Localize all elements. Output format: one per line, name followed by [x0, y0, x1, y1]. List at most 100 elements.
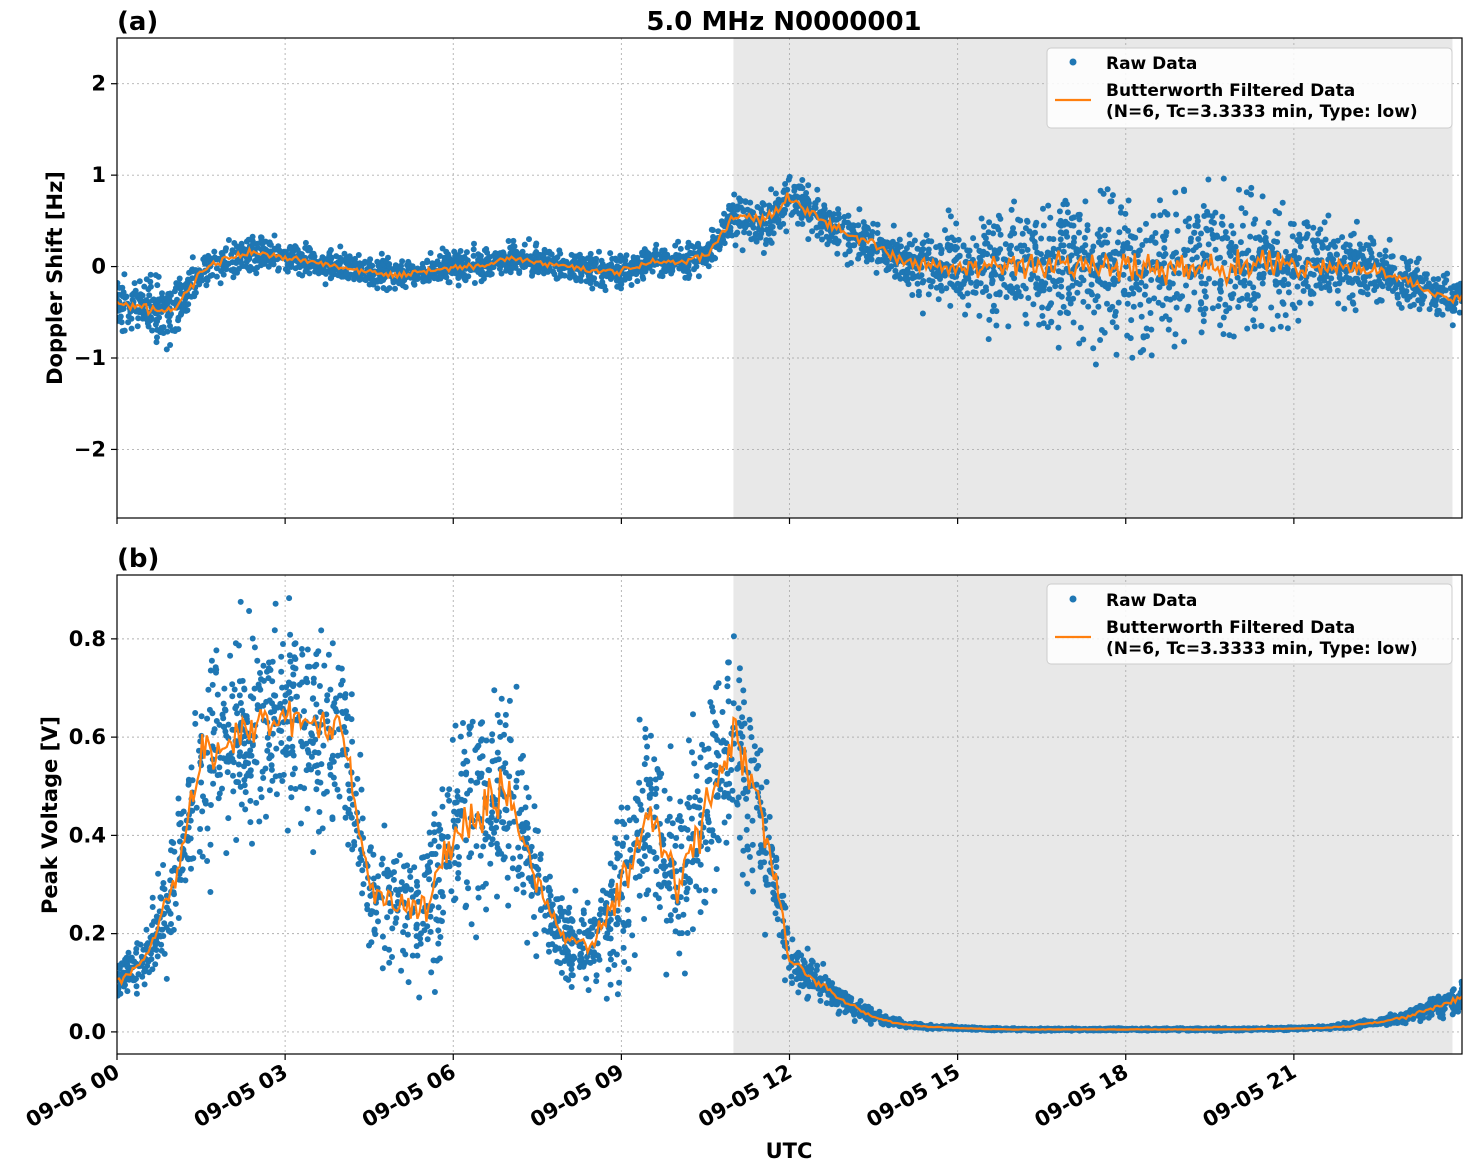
raw-data-point [269, 777, 276, 784]
raw-data-point [1209, 305, 1216, 312]
raw-data-point [302, 245, 309, 251]
raw-data-point [458, 770, 465, 777]
raw-data-point [134, 323, 141, 330]
raw-data-point [955, 236, 962, 243]
raw-data-point [1081, 249, 1088, 256]
raw-data-point [147, 271, 154, 278]
raw-data-point [510, 237, 517, 244]
raw-data-point [1113, 351, 1120, 358]
raw-data-point [299, 272, 306, 279]
raw-data-point [1113, 324, 1120, 331]
raw-data-point [1142, 283, 1149, 290]
raw-data-point [749, 210, 756, 216]
raw-data-point [1256, 234, 1262, 241]
raw-data-point [135, 307, 142, 314]
raw-data-point [164, 294, 171, 301]
raw-data-point [455, 282, 462, 289]
raw-data-point [1027, 276, 1034, 283]
raw-data-point [817, 997, 824, 1004]
raw-data-point [1374, 298, 1380, 305]
raw-data-point [128, 315, 135, 322]
raw-data-point [1198, 273, 1205, 280]
raw-data-point [463, 249, 470, 256]
raw-data-point [1449, 322, 1456, 329]
raw-data-point [914, 280, 921, 287]
raw-data-point [523, 784, 530, 791]
raw-data-point [1219, 213, 1226, 220]
raw-data-point [230, 274, 237, 281]
raw-data-point [360, 881, 367, 888]
raw-data-point [630, 255, 637, 262]
raw-data-point [1155, 299, 1162, 306]
raw-data-point [641, 761, 648, 768]
raw-data-point [468, 777, 474, 784]
raw-data-point [1307, 270, 1314, 277]
raw-data-point [119, 284, 126, 291]
raw-data-point [1064, 233, 1071, 240]
raw-data-point [1226, 243, 1233, 250]
raw-data-point [348, 691, 355, 698]
raw-data-point [1201, 288, 1208, 295]
raw-data-point [395, 891, 402, 898]
raw-data-point [568, 984, 575, 990]
raw-data-point [289, 771, 296, 778]
raw-data-point [994, 224, 1001, 230]
raw-data-point [1092, 361, 1099, 368]
raw-data-point [740, 687, 747, 694]
panel-a-legend-raw-marker [1069, 58, 1077, 66]
raw-data-point [1033, 219, 1040, 226]
raw-data-point [209, 681, 216, 688]
raw-data-point [785, 176, 792, 183]
raw-data-point [1163, 229, 1170, 236]
raw-data-point [230, 772, 236, 779]
raw-data-point [346, 787, 353, 794]
raw-data-point [511, 243, 518, 250]
raw-data-point [454, 817, 461, 824]
raw-data-point [1200, 318, 1207, 325]
raw-data-point [1070, 222, 1077, 229]
raw-data-point [1209, 231, 1216, 238]
raw-data-point [1248, 184, 1255, 191]
raw-data-point [446, 797, 453, 804]
raw-data-point [1205, 176, 1212, 183]
raw-data-point [1084, 288, 1091, 295]
raw-data-point [133, 983, 140, 990]
raw-data-point [982, 284, 989, 291]
raw-data-point [1002, 241, 1009, 248]
raw-data-point [909, 270, 916, 277]
raw-data-point [207, 802, 214, 808]
raw-data-point [339, 677, 346, 684]
raw-data-point [494, 893, 500, 900]
raw-data-point [1166, 279, 1173, 286]
raw-data-point [749, 817, 756, 824]
raw-data-point [1247, 233, 1254, 240]
raw-data-point [337, 243, 344, 250]
raw-data-point [1162, 313, 1169, 320]
raw-data-point [841, 219, 848, 226]
raw-data-point [289, 743, 296, 750]
raw-data-point [1096, 233, 1103, 240]
raw-data-point [782, 207, 789, 213]
raw-data-point [1173, 304, 1180, 311]
raw-data-point [229, 693, 236, 700]
raw-data-point [554, 254, 561, 261]
raw-data-point [280, 641, 286, 647]
raw-data-point [972, 289, 979, 296]
raw-data-point [342, 804, 349, 811]
raw-data-point [238, 259, 245, 266]
raw-data-point [1057, 236, 1064, 243]
raw-data-point [1140, 347, 1147, 353]
raw-data-point [292, 706, 298, 713]
raw-data-point [437, 253, 443, 259]
raw-data-point [431, 275, 438, 282]
raw-data-point [356, 276, 363, 283]
raw-data-point [1251, 290, 1258, 297]
raw-data-point [649, 268, 656, 275]
raw-data-point [1377, 272, 1384, 279]
raw-data-point [514, 866, 521, 873]
raw-data-point [1317, 226, 1324, 233]
raw-data-point [1070, 319, 1077, 326]
raw-data-point [937, 283, 944, 290]
raw-data-point [741, 699, 747, 706]
raw-data-point [591, 262, 598, 269]
